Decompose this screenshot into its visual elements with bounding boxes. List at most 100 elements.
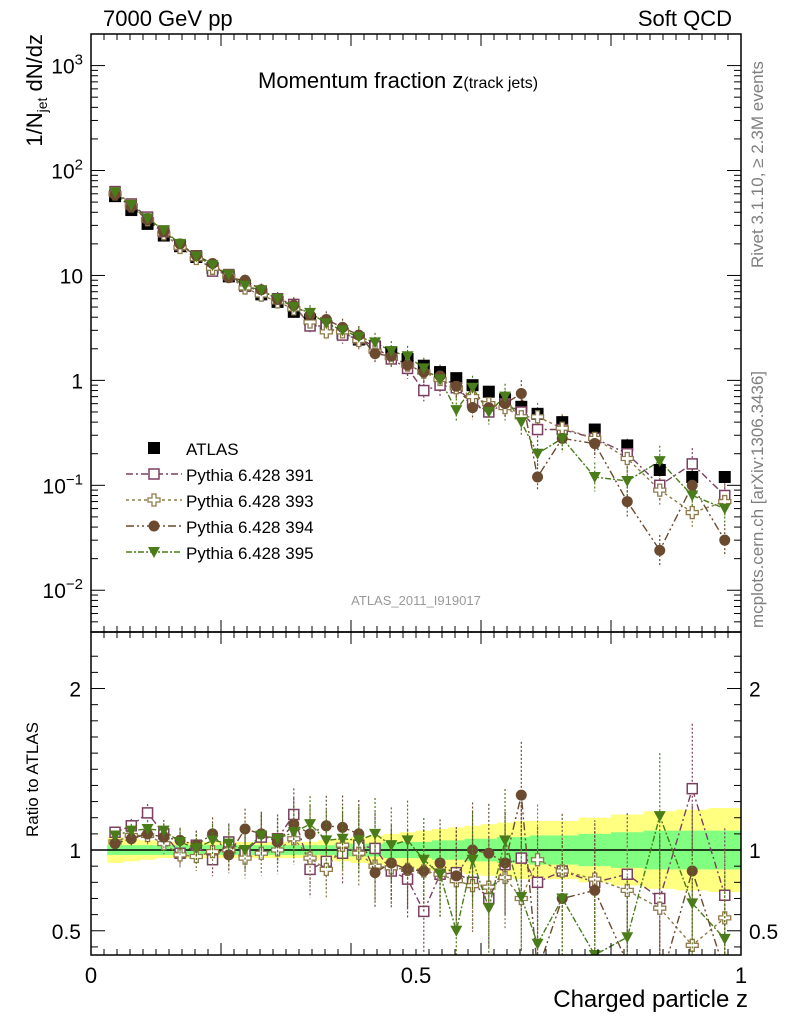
ratio-y-axis-label: Ratio to ATLAS	[23, 722, 42, 837]
point-pythia-6-428-395	[190, 251, 203, 263]
ratio-point-pythia-6-428-395	[417, 854, 430, 866]
ratio-y-tick-label-right: 2	[749, 679, 761, 702]
x-axis-label: Charged particle z	[553, 986, 748, 1013]
point-pythia-6-428-395	[385, 346, 398, 358]
point-pythia-6-428-395	[556, 433, 569, 445]
ratio-point-pythia-6-428-395	[385, 840, 398, 852]
point-pythia-6-428-395	[653, 456, 666, 468]
point-pythia-6-428-394	[515, 387, 527, 399]
ratio-point-pythia-6-428-395	[206, 835, 219, 847]
y-tick-label: 1	[71, 370, 83, 393]
point-pythia-6-428-395	[109, 187, 122, 199]
point-pythia-6-428-395	[174, 238, 187, 250]
point-atlas	[482, 385, 495, 398]
y-tick-label: 102	[51, 157, 83, 184]
category-label: Soft QCD	[637, 6, 732, 31]
ratio-point-pythia-6-428-395	[141, 824, 154, 836]
y-tick-label: 10	[60, 265, 83, 288]
point-pythia-6-428-391	[418, 384, 430, 397]
ratio-point-pythia-6-428-394	[654, 979, 665, 990]
point-pythia-6-428-394	[621, 496, 633, 508]
point-pythia-6-428-391	[531, 423, 544, 436]
ratio-point-pythia-6-428-393	[530, 853, 545, 867]
legend-marker-pythia-6-428-394	[148, 520, 160, 532]
point-pythia-6-428-395	[531, 448, 544, 460]
point-pythia-6-428-394	[402, 359, 414, 371]
ratio-point-pythia-6-428-394	[288, 818, 300, 830]
ratio-point-pythia-6-428-394	[369, 867, 381, 879]
ratio-point-pythia-6-428-395	[482, 903, 495, 915]
ratio-point-pythia-6-428-395	[369, 828, 382, 840]
point-pythia-6-428-394	[654, 544, 666, 556]
point-atlas	[718, 471, 731, 484]
ratio-point-pythia-6-428-395	[653, 811, 666, 823]
ratio-point-pythia-6-428-395	[686, 898, 699, 910]
point-pythia-6-428-395	[157, 225, 170, 237]
ratio-point-pythia-6-428-394	[385, 857, 397, 869]
point-pythia-6-428-394	[467, 402, 479, 414]
ratio-point-pythia-6-428-394	[483, 847, 495, 859]
legend-label-atlas: ATLAS	[186, 440, 239, 459]
point-pythia-6-428-395	[336, 325, 349, 337]
main-panel-frame	[90, 33, 742, 633]
ratio-point-pythia-6-428-395	[401, 835, 414, 847]
ratio-point-pythia-6-428-393	[205, 844, 220, 859]
point-pythia-6-428-395	[499, 391, 512, 403]
point-pythia-6-428-394	[532, 471, 544, 483]
point-pythia-6-428-395	[206, 260, 219, 272]
ratio-point-pythia-6-428-395	[304, 819, 317, 831]
ratio-point-pythia-6-428-394	[320, 820, 332, 832]
ratio-point-pythia-6-428-395	[320, 835, 333, 847]
ratio-panel-frame	[90, 631, 742, 956]
ratio-point-pythia-6-428-394	[589, 884, 601, 896]
ratio-point-pythia-6-428-391	[418, 905, 430, 918]
ratio-point-pythia-6-428-391	[304, 863, 316, 876]
ratio-point-pythia-6-428-393	[588, 872, 602, 886]
ratio-point-pythia-6-428-395	[450, 925, 463, 937]
point-pythia-6-428-394	[589, 438, 601, 450]
ratio-point-pythia-6-428-395	[556, 893, 569, 905]
point-atlas	[653, 463, 666, 476]
point-pythia-6-428-395	[417, 363, 430, 375]
point-pythia-6-428-391	[686, 458, 698, 470]
point-pythia-6-428-395	[239, 280, 252, 292]
legend-label-pythia-6-428-394: Pythia 6.428 394	[186, 518, 314, 537]
ratio-y-tick-label: 0.5	[52, 921, 81, 944]
point-pythia-6-428-395	[588, 472, 601, 484]
ratio-point-pythia-6-428-395	[174, 836, 187, 848]
legend-marker-atlas	[148, 442, 160, 454]
point-pythia-6-428-395	[222, 269, 235, 281]
point-pythia-6-428-394	[719, 534, 731, 546]
y-tick-label: 103	[51, 52, 83, 79]
legend-marker-pythia-6-428-393	[147, 493, 161, 507]
ratio-point-pythia-6-428-395	[434, 869, 447, 881]
point-atlas	[588, 423, 601, 436]
ratio-point-pythia-6-428-394	[450, 870, 462, 882]
x-tick-label: 1	[735, 963, 747, 988]
x-tick-label: 0	[85, 963, 97, 988]
point-pythia-6-428-395	[304, 307, 317, 319]
point-pythia-6-428-395	[125, 199, 138, 211]
point-atlas	[686, 471, 699, 484]
ratio-point-pythia-6-428-394	[239, 823, 251, 835]
legend-marker-pythia-6-428-395	[148, 547, 160, 558]
point-pythia-6-428-393	[653, 483, 667, 497]
ratio-point-pythia-6-428-394	[532, 966, 543, 977]
point-pythia-6-428-394	[369, 348, 381, 360]
ratio-point-pythia-6-428-395	[352, 835, 365, 847]
energy-label: 7000 GeV pp	[103, 6, 233, 31]
ratio-line-pythia-6-428-394	[114, 794, 721, 955]
ratio-point-pythia-6-428-394	[622, 958, 633, 969]
point-pythia-6-428-395	[401, 351, 414, 363]
point-pythia-6-428-395	[450, 405, 463, 417]
ratio-point-pythia-6-428-395	[531, 938, 544, 950]
ratio-point-pythia-6-428-395	[287, 827, 300, 839]
point-pythia-6-428-393	[685, 505, 699, 520]
point-pythia-6-428-395	[718, 503, 731, 515]
ratio-point-pythia-6-428-395	[621, 932, 634, 944]
ratio-point-pythia-6-428-393	[620, 883, 634, 898]
ratio-point-pythia-6-428-395	[125, 825, 138, 837]
ratio-y-tick-label-right: 1	[749, 840, 761, 863]
x-tick-label: 0.5	[401, 963, 432, 988]
